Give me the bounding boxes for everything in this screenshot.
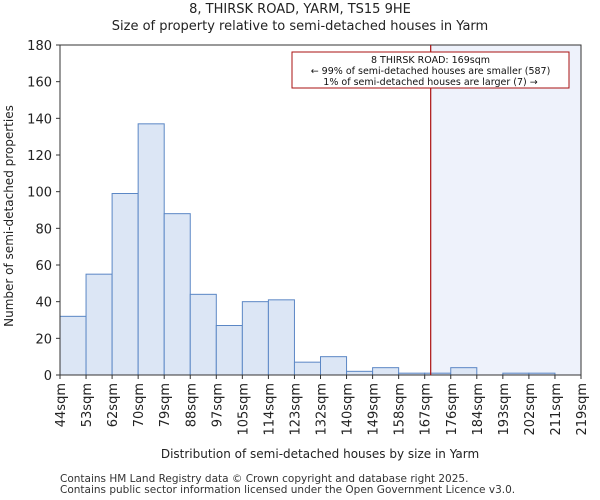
bar-123sqm: [293, 361, 322, 376]
larger-region-highlight: [430, 45, 581, 375]
bar-132sqm: [320, 356, 348, 376]
x-tick-label: 132sqm: [315, 383, 330, 436]
x-tick-label: 105sqm: [236, 383, 251, 436]
y-tick-label: 0: [44, 369, 52, 384]
x-tick-label: 184sqm: [471, 383, 486, 436]
x-tick-label: 97sqm: [210, 383, 225, 427]
y-tick-label: 160: [27, 76, 52, 91]
bar-62sqm: [111, 193, 139, 376]
bar-53sqm: [85, 273, 113, 376]
bar-44sqm: [59, 315, 87, 376]
x-tick-label: 176sqm: [445, 383, 460, 436]
bar-105sqm: [241, 301, 269, 376]
x-tick-label: 62sqm: [106, 383, 121, 427]
x-tick-label: 167sqm: [419, 383, 434, 436]
x-tick-label: 193sqm: [497, 383, 512, 436]
chart-title: 8, THIRSK ROAD, YARM, TS15 9HE: [189, 2, 411, 17]
y-tick-label: 40: [35, 296, 52, 311]
annotation-smaller: ← 99% of semi-detached houses are smalle…: [311, 66, 551, 77]
bar-176sqm: [450, 367, 478, 376]
y-tick-label: 120: [27, 149, 52, 164]
footer-licence: Contains public sector information licen…: [60, 484, 516, 496]
x-axis-label: Distribution of semi-detached houses by …: [161, 447, 479, 461]
bar-140sqm: [346, 370, 374, 376]
x-tick-label: 202sqm: [523, 383, 538, 436]
y-axis-label: Number of semi-detached properties: [2, 105, 16, 327]
x-tick-label: 123sqm: [288, 383, 303, 436]
y-tick-label: 140: [27, 112, 52, 127]
x-tick-label: 114sqm: [262, 383, 277, 436]
x-tick-label: 211sqm: [549, 383, 564, 436]
x-tick-label: 219sqm: [575, 383, 590, 436]
y-tick-label: 80: [35, 222, 52, 237]
bar-88sqm: [189, 293, 217, 376]
bar-70sqm: [137, 123, 165, 376]
y-tick-label: 100: [27, 186, 52, 201]
annotation-box: [291, 51, 570, 89]
x-tick-label: 158sqm: [393, 383, 408, 436]
x-tick-label: 53sqm: [80, 383, 95, 427]
y-tick-label: 60: [35, 259, 52, 274]
x-tick-label: 88sqm: [184, 383, 199, 427]
annotation-title: 8 THIRSK ROAD: 169sqm: [371, 55, 490, 66]
footer-copyright: Contains HM Land Registry data © Crown c…: [60, 473, 469, 485]
plot-frame: [59, 44, 582, 376]
bar-114sqm: [267, 299, 295, 376]
histogram-chart: 0 20 40 60 80 100 120 140 160 180 44sqm 53sqm 62sqm 7…: [2, 39, 590, 461]
annotation-larger: 1% of semi-detached houses are larger (7…: [323, 77, 537, 88]
x-tick-label: 140sqm: [341, 383, 356, 436]
x-tick-label: 79sqm: [158, 383, 173, 427]
y-tick-label: 20: [35, 332, 52, 347]
y-tick-label: 180: [27, 39, 52, 54]
x-tick-label: 44sqm: [54, 383, 69, 427]
bar-149sqm: [372, 367, 400, 376]
bar-97sqm: [215, 325, 243, 376]
x-tick-label: 149sqm: [367, 383, 382, 436]
bar-79sqm: [163, 213, 191, 376]
x-tick-label: 70sqm: [132, 383, 147, 427]
chart-subtitle: Size of property relative to semi-detach…: [111, 19, 489, 34]
